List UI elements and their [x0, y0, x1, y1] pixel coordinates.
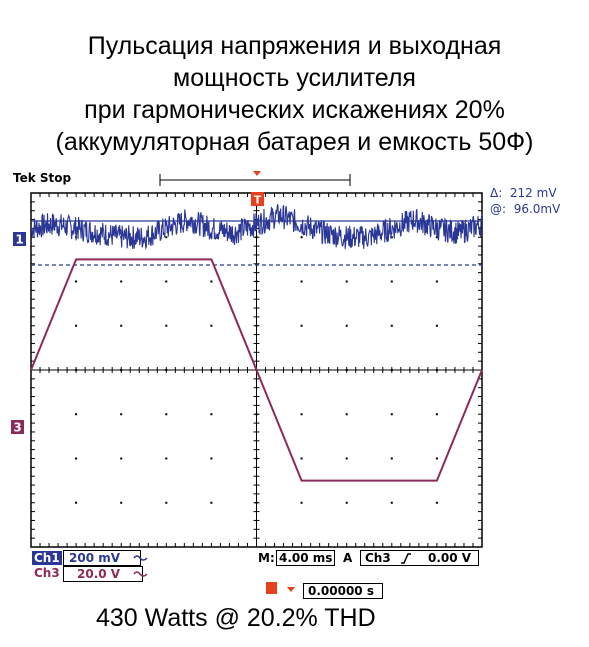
timebase-label: M:: [258, 551, 275, 565]
grid-dot: [435, 501, 438, 504]
grid-dot: [300, 413, 303, 416]
grid-dot: [435, 457, 438, 460]
grid-dot: [435, 324, 438, 327]
grid-dot: [345, 501, 348, 504]
grid-dot: [75, 501, 78, 504]
title-line: при гармонических искажениях 20%: [84, 96, 505, 124]
grid-dot: [300, 280, 303, 283]
ch1-scale: 200 mV: [63, 550, 142, 566]
grid-dot: [120, 280, 123, 283]
delta-measurement: Δ: 212 mV: [490, 186, 557, 200]
grid-dot: [75, 457, 78, 460]
grid-dot: [120, 324, 123, 327]
trigger-marker: T: [251, 192, 264, 207]
ch3-coupling-icon: [133, 571, 148, 577]
grid-dot: [120, 413, 123, 416]
position-icon: [266, 582, 295, 594]
grid-dot: [210, 413, 213, 416]
ch1-marker-label: 1: [15, 233, 23, 247]
title-line: (аккумуляторная батарея и емкость 50Ф): [55, 128, 534, 156]
grid-dot: [300, 501, 303, 504]
grid-dot: [165, 413, 168, 416]
ch3-marker-label: 3: [13, 421, 21, 435]
grid-dot: [210, 324, 213, 327]
ch1-marker: 1: [13, 232, 26, 247]
delta-symbol: Δ:: [490, 186, 503, 200]
ch1-scale-value: 200 mV: [69, 551, 121, 565]
trigger-readout: Ch3: [360, 550, 479, 566]
grid-dot: [75, 413, 78, 416]
grid-dot: [390, 324, 393, 327]
grid-dot: [165, 324, 168, 327]
at-symbol: @:: [490, 202, 507, 216]
series-ch3-trace: [30, 258, 483, 482]
grid-dot: [210, 501, 213, 504]
grid-dot: [210, 280, 213, 283]
grid-dot: [390, 413, 393, 416]
ch3-scale: 20.0 V: [63, 566, 144, 582]
timebase: M:: [258, 551, 275, 565]
grid-dot: [345, 413, 348, 416]
record-bar: [159, 171, 351, 186]
grid-dot: [165, 457, 168, 460]
grid-dot: [390, 236, 393, 239]
acquisition-status: Tek Stop: [13, 171, 72, 185]
delta-value: 212 mV: [509, 186, 557, 200]
grid-dot: [75, 324, 78, 327]
grid-dot: [345, 457, 348, 460]
footer-caption: 430 Watts @ 20.2% THD: [96, 604, 376, 632]
grid-dot: [345, 324, 348, 327]
grid-dot: [300, 236, 303, 239]
trigger-mode: A: [343, 551, 353, 565]
grid-dot: [435, 280, 438, 283]
grid-dot: [165, 236, 168, 239]
title-line: Пульсация напряжения и выходная: [87, 32, 502, 60]
trigger-source: Ch3: [365, 551, 391, 565]
trigger-position-icon: [253, 171, 261, 176]
traces: [30, 204, 483, 482]
grid-dot: [345, 280, 348, 283]
grid-dot: [165, 280, 168, 283]
grid-dot: [210, 457, 213, 460]
ch1-coupling-icon: [133, 555, 148, 561]
trigger-marker-label: T: [254, 194, 262, 207]
ch3-label: Ch3: [34, 566, 60, 580]
grid-dot: [300, 324, 303, 327]
grid-dot: [390, 457, 393, 460]
trigger-level: 0.00 V: [428, 551, 472, 565]
grid-dot: [390, 501, 393, 504]
trigger-slope-icon: [401, 553, 411, 564]
series-ch1-trace: [30, 204, 483, 251]
at-value: 96.0mV: [513, 202, 561, 216]
ch3-marker: 3: [11, 420, 24, 435]
title-line: мощность усилителя: [173, 64, 416, 92]
grid-dot: [120, 501, 123, 504]
ch1-label: Ch1: [32, 551, 62, 565]
chart-title: Пульсация напряжения и выходная мощность…: [0, 30, 589, 158]
grid-dot: [300, 457, 303, 460]
grid-dot: [435, 413, 438, 416]
position-value: 0.00000 s: [303, 583, 383, 599]
grid-dot: [390, 280, 393, 283]
grid-dot: [75, 280, 78, 283]
grid-dot: [165, 501, 168, 504]
at-measurement: @: 96.0mV: [490, 202, 560, 216]
grid-dot: [120, 457, 123, 460]
ch3-scale-value: 20.0 V: [77, 567, 121, 581]
timebase-value: 4.00 ms: [276, 550, 336, 566]
grid-dot: [435, 236, 438, 239]
